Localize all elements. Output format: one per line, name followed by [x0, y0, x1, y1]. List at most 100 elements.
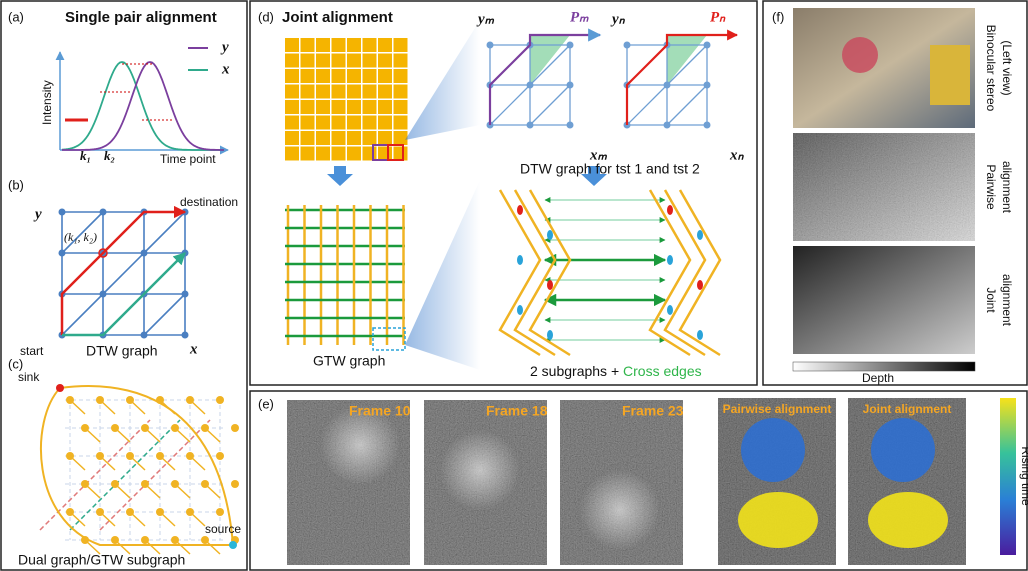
- caption: DTW graph for tst 1 and tst 2: [520, 161, 700, 177]
- cell: [347, 116, 361, 130]
- axis-label: xₙ: [729, 147, 745, 163]
- row-label: Joint: [984, 287, 998, 313]
- node: [141, 480, 149, 488]
- node: [182, 291, 189, 298]
- edge: [103, 253, 144, 294]
- axis-label: x: [189, 341, 198, 357]
- node: [231, 424, 239, 432]
- node: [216, 508, 224, 516]
- node: [66, 452, 74, 460]
- panel-label: (e): [258, 396, 274, 411]
- timing-region: [738, 492, 818, 548]
- cell: [394, 116, 408, 130]
- cell: [363, 54, 377, 68]
- depth-map-texture: [793, 133, 975, 241]
- cell: [347, 131, 361, 145]
- subgraph-node: [667, 205, 673, 215]
- arrow: [327, 166, 353, 186]
- node: [81, 536, 89, 544]
- node: [527, 122, 534, 129]
- node: [567, 82, 574, 89]
- node: [126, 508, 134, 516]
- cell: [363, 100, 377, 114]
- node: [567, 122, 574, 129]
- cell: [301, 131, 315, 145]
- node: [156, 508, 164, 516]
- annotation: destination: [180, 195, 238, 209]
- caption: GTW graph: [313, 353, 385, 369]
- node: [487, 42, 494, 49]
- annotation: (k₁, k₂): [64, 230, 97, 244]
- axis-label: Intensity: [40, 80, 54, 125]
- cell: [363, 85, 377, 99]
- node: [664, 122, 671, 129]
- cell: [301, 85, 315, 99]
- axis-label: Time point: [160, 152, 216, 166]
- subgraph-node: [697, 280, 703, 290]
- tick-label: k₁: [80, 148, 91, 163]
- axis-label: yₘ: [476, 11, 495, 27]
- annotation: source: [205, 522, 241, 536]
- cell: [316, 69, 330, 83]
- subgraph-node: [517, 255, 523, 265]
- cell: [363, 147, 377, 161]
- row-label: Binocular stereo: [984, 25, 998, 112]
- cell: [394, 38, 408, 52]
- node: [201, 424, 209, 432]
- edge: [144, 294, 185, 335]
- area: [530, 35, 570, 85]
- node: [141, 424, 149, 432]
- colorbar: [793, 362, 975, 371]
- node: [66, 396, 74, 404]
- subgraph-edge: [515, 190, 555, 355]
- annotation: sink: [18, 370, 40, 384]
- timing-region: [868, 492, 948, 548]
- timing-region: [871, 418, 935, 482]
- colorbar-label: Depth: [862, 371, 894, 385]
- signal-blob: [580, 470, 660, 550]
- cell: [316, 100, 330, 114]
- node: [59, 250, 66, 257]
- cell: [378, 54, 392, 68]
- cell: [332, 85, 346, 99]
- panel-label: (a): [8, 9, 24, 24]
- caption: DTW graph: [86, 343, 158, 359]
- subgraph-node: [697, 330, 703, 340]
- cell: [394, 100, 408, 114]
- cell: [316, 54, 330, 68]
- cell: [394, 147, 408, 161]
- area: [667, 35, 707, 85]
- sink-node: [56, 384, 64, 392]
- node: [216, 452, 224, 460]
- frame-label: Frame 10: [349, 403, 411, 419]
- cell: [285, 38, 299, 52]
- node: [141, 536, 149, 544]
- subgraph-edge: [665, 190, 705, 355]
- panel-label: (b): [8, 177, 24, 192]
- node: [182, 332, 189, 339]
- caption: 2 subgraphs +: [530, 363, 623, 379]
- zoom-beam: [405, 20, 480, 140]
- cell: [285, 54, 299, 68]
- stereo-image-object: [930, 45, 970, 105]
- signal-blob: [440, 430, 520, 510]
- subgraph-node: [547, 330, 553, 340]
- node: [96, 508, 104, 516]
- cell: [347, 147, 361, 161]
- node: [81, 480, 89, 488]
- colorbar-label: Rising time: [1019, 446, 1028, 506]
- cell: [347, 85, 361, 99]
- cell: [363, 38, 377, 52]
- cell: [285, 131, 299, 145]
- caption: Dual graph/GTW subgraph: [18, 552, 185, 568]
- depth-map: [793, 246, 975, 354]
- zoom-beam: [405, 180, 480, 370]
- cell: [332, 100, 346, 114]
- cell: [332, 131, 346, 145]
- row-label: alignment: [1000, 161, 1014, 214]
- node: [201, 536, 209, 544]
- row-label: Pairwise: [984, 164, 998, 210]
- cell: [285, 100, 299, 114]
- cell: [316, 116, 330, 130]
- edge: [144, 212, 185, 253]
